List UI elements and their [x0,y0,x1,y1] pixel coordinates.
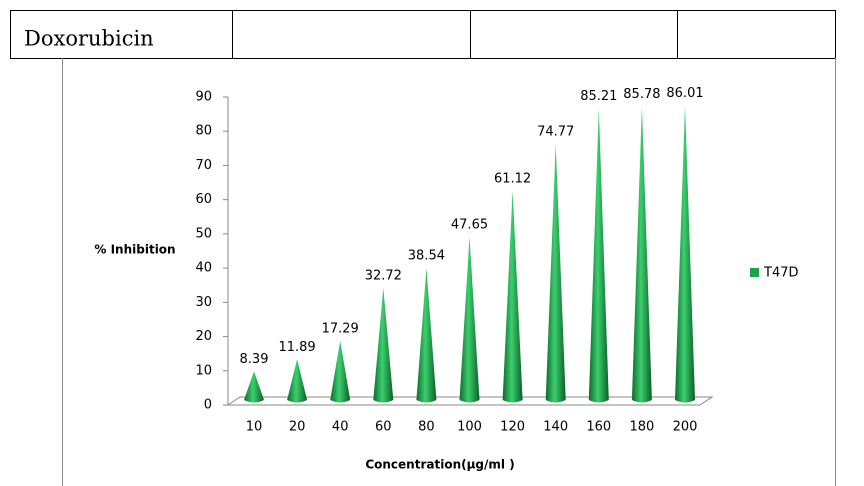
y-tick-label: 80 [195,124,212,139]
value-label: 74.77 [537,125,574,140]
value-label: 11.89 [278,340,315,355]
y-tick-label: 0 [204,398,212,413]
value-label: 85.78 [623,87,660,102]
x-tick-label: 100 [457,420,482,435]
y-axis-label: % Inhibition [94,243,175,257]
legend-label: T47D [763,266,799,281]
cone [373,288,394,403]
legend-swatch [750,268,759,277]
cone [502,190,523,403]
x-tick-label: 40 [332,420,349,435]
x-tick-label: 60 [375,420,392,435]
chart-frame [62,58,836,486]
value-label: 85.21 [580,89,617,104]
value-label: 32.72 [365,269,402,284]
x-tick-label: 10 [246,420,263,435]
x-tick-label: 160 [586,420,611,435]
x-tick-label: 80 [418,420,435,435]
x-tick-label: 120 [500,420,525,435]
x-axis-label: Concentration(µg/ml ) [365,458,514,472]
table-border [10,10,836,59]
y-tick-label: 60 [195,192,212,207]
x-tick-label: 140 [543,420,568,435]
cone [675,105,695,403]
value-label: 8.39 [240,352,269,367]
cone [459,236,480,403]
value-label: 17.29 [322,321,359,336]
cone [330,340,351,403]
value-label: 38.54 [408,249,445,264]
y-tick-label: 50 [195,226,212,241]
y-tick-label: 70 [195,158,212,173]
value-label: 47.65 [451,217,488,232]
cone [287,359,308,403]
y-tick-label: 90 [195,90,212,105]
value-label: 86.01 [666,86,703,101]
x-tick-label: 200 [673,420,698,435]
y-tick-label: 10 [195,363,212,378]
table-cell: Doxorubicin [24,27,154,51]
y-tick-label: 40 [195,261,212,276]
x-tick-label: 180 [629,420,654,435]
cone [588,108,609,403]
y-tick-label: 30 [195,295,212,310]
cone [631,106,652,403]
y-tick-label: 20 [195,329,212,344]
cone [416,268,437,403]
table [10,10,836,59]
cone [244,371,264,403]
x-tick-label: 20 [289,420,306,435]
value-label: 61.12 [494,171,531,186]
cone [545,144,566,403]
